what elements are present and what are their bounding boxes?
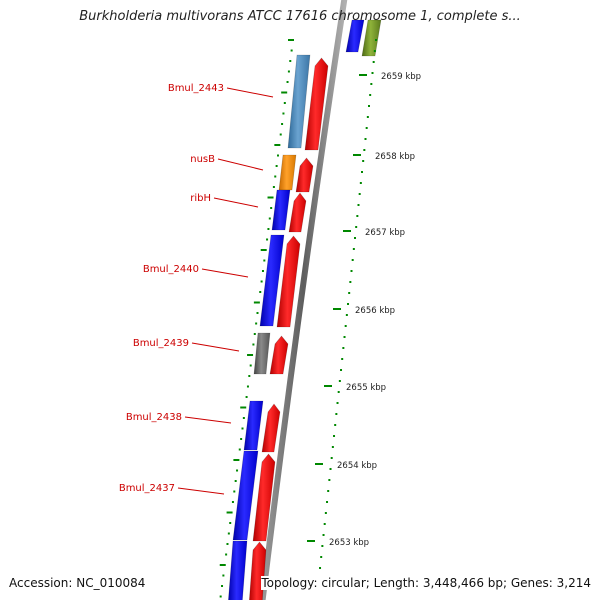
ruler-tick-label: 2655 kbp xyxy=(346,383,386,393)
cds-feature xyxy=(295,157,314,193)
gene-feature xyxy=(232,450,259,541)
gene-label-leader xyxy=(184,416,232,424)
gene-label: Bmul_2438 xyxy=(126,412,182,423)
gene-bottom-blue xyxy=(227,540,248,605)
cds-feature xyxy=(304,57,329,151)
ruler-tick-label: 2659 kbp xyxy=(381,72,421,82)
gene-label-leader xyxy=(226,87,274,98)
gene-label-leader xyxy=(213,197,259,208)
topology-label: Topology: circular; Length: 3,448,466 bp… xyxy=(261,576,591,590)
gene-label: Bmul_2439 xyxy=(133,338,189,349)
gene-label: Bmul_2440 xyxy=(143,264,199,275)
backbone-ring xyxy=(259,0,348,605)
gene-label-leader xyxy=(177,487,225,495)
gene-layer xyxy=(227,19,382,605)
gene-label-leader xyxy=(191,342,240,352)
gene-label: Bmul_2443 xyxy=(168,83,224,94)
ruler-layer: 2659 kbp 2658 kbp 2657 kbp 2656 kbp 2655 kbp… xyxy=(307,39,421,580)
gene-feature xyxy=(253,332,271,375)
ruler-tick-label: 2654 kbp xyxy=(337,461,377,471)
ruler-tick-label: 2658 kbp xyxy=(375,152,415,162)
ruler-tick-label: 2653 kbp xyxy=(329,538,369,548)
gene-label: Bmul_2437 xyxy=(119,483,175,494)
cds-feature xyxy=(276,235,301,328)
cds-feature xyxy=(261,403,281,453)
tick-layer xyxy=(219,39,294,598)
gene-label: ribH xyxy=(190,193,211,204)
gene-feature xyxy=(271,189,291,231)
gene-label: nusB xyxy=(190,154,215,165)
gene-top-blue xyxy=(345,19,365,53)
cds-layer xyxy=(248,57,329,605)
gene-top-olive xyxy=(361,19,382,57)
gene-feature xyxy=(243,400,264,451)
page-title: Burkholderia multivorans ATCC 17616 chro… xyxy=(79,9,521,24)
gene-feature xyxy=(259,234,285,327)
accession-label: Accession: NC_010084 xyxy=(9,576,146,590)
gene-feature xyxy=(287,54,311,149)
cds-feature xyxy=(269,335,289,375)
ruler-tick-label: 2656 kbp xyxy=(355,306,395,316)
label-layer: Bmul_2443 nusB ribH Bmul_2440 Bmul_2439 Bmul_… xyxy=(119,83,274,495)
gene-label-leader xyxy=(201,268,249,278)
cds-feature xyxy=(252,453,276,542)
ruler-tick-label: 2657 kbp xyxy=(365,228,405,238)
cds-feature xyxy=(288,192,307,233)
gene-feature xyxy=(278,154,297,191)
gene-label-leader xyxy=(217,158,264,171)
